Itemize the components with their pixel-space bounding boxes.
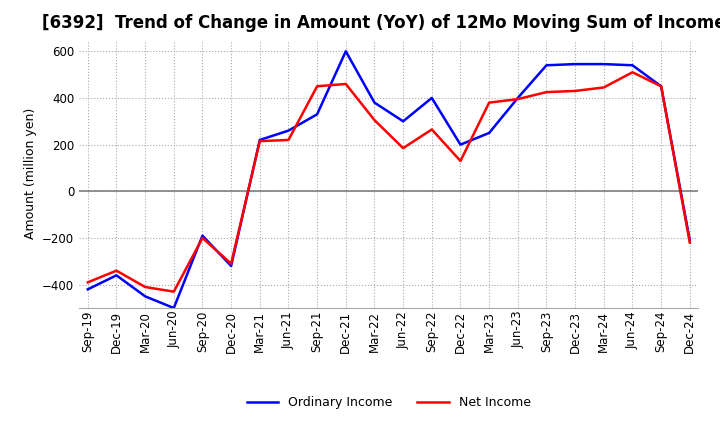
Ordinary Income bbox=[657, 84, 665, 89]
Line: Net Income: Net Income bbox=[88, 72, 690, 292]
Net Income bbox=[456, 158, 465, 164]
Ordinary Income bbox=[370, 100, 379, 105]
Net Income bbox=[198, 235, 207, 241]
Ordinary Income bbox=[341, 49, 350, 54]
Net Income bbox=[141, 284, 150, 290]
Ordinary Income bbox=[227, 264, 235, 269]
Net Income bbox=[256, 139, 264, 144]
Ordinary Income bbox=[399, 119, 408, 124]
Net Income bbox=[227, 261, 235, 266]
Ordinary Income bbox=[456, 142, 465, 147]
Ordinary Income bbox=[628, 62, 636, 68]
Net Income bbox=[428, 127, 436, 132]
Net Income bbox=[84, 280, 92, 285]
Net Income bbox=[485, 100, 493, 105]
Net Income bbox=[370, 117, 379, 123]
Ordinary Income bbox=[513, 95, 522, 101]
Net Income bbox=[169, 289, 178, 294]
Net Income bbox=[600, 85, 608, 90]
Y-axis label: Amount (million yen): Amount (million yen) bbox=[24, 108, 37, 239]
Ordinary Income bbox=[112, 273, 121, 278]
Net Income bbox=[341, 81, 350, 87]
Net Income bbox=[312, 84, 321, 89]
Ordinary Income bbox=[256, 137, 264, 143]
Ordinary Income bbox=[600, 62, 608, 67]
Net Income bbox=[399, 146, 408, 151]
Title: [6392]  Trend of Change in Amount (YoY) of 12Mo Moving Sum of Incomes: [6392] Trend of Change in Amount (YoY) o… bbox=[42, 15, 720, 33]
Ordinary Income bbox=[169, 305, 178, 311]
Ordinary Income bbox=[141, 293, 150, 299]
Ordinary Income bbox=[284, 128, 293, 133]
Ordinary Income bbox=[198, 233, 207, 238]
Net Income bbox=[542, 89, 551, 95]
Net Income bbox=[513, 96, 522, 102]
Net Income bbox=[657, 84, 665, 89]
Ordinary Income bbox=[312, 112, 321, 117]
Net Income bbox=[628, 70, 636, 75]
Legend: Ordinary Income, Net Income: Ordinary Income, Net Income bbox=[242, 392, 536, 414]
Ordinary Income bbox=[542, 62, 551, 68]
Ordinary Income bbox=[428, 95, 436, 101]
Net Income bbox=[112, 268, 121, 273]
Net Income bbox=[571, 88, 580, 94]
Net Income bbox=[284, 137, 293, 143]
Ordinary Income bbox=[84, 287, 92, 292]
Ordinary Income bbox=[571, 62, 580, 67]
Line: Ordinary Income: Ordinary Income bbox=[88, 51, 690, 308]
Net Income bbox=[685, 240, 694, 245]
Ordinary Income bbox=[685, 238, 694, 243]
Ordinary Income bbox=[485, 130, 493, 136]
